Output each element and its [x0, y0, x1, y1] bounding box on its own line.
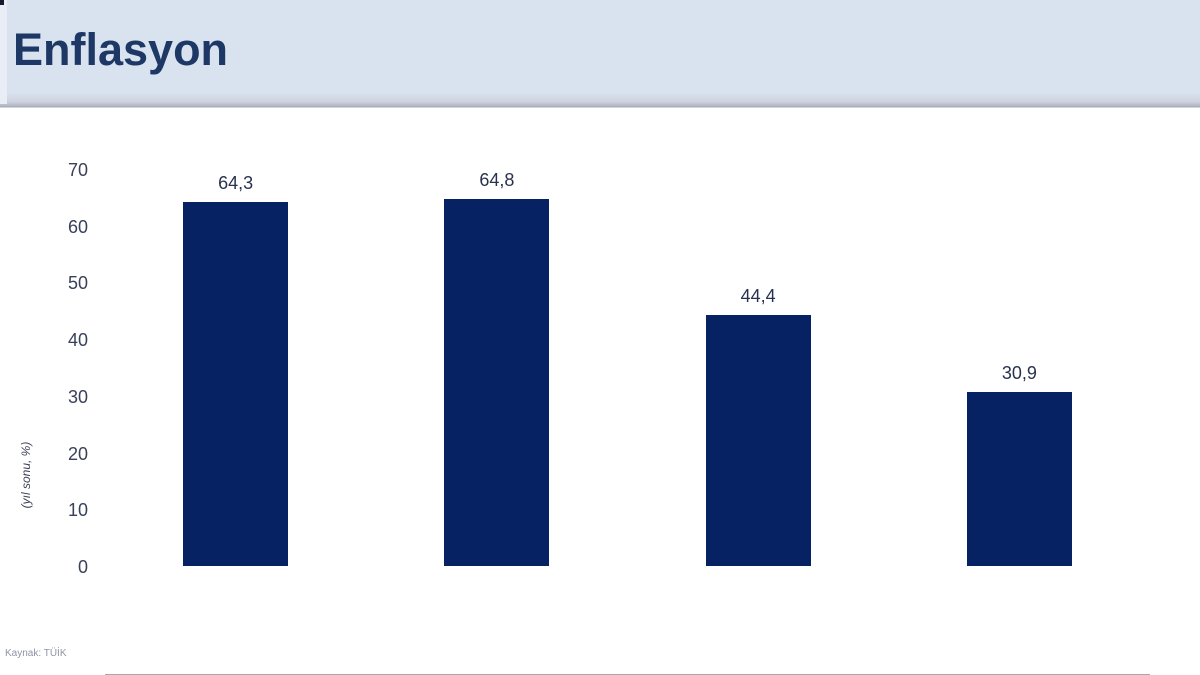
corner-mark — [0, 0, 4, 5]
bar-value-label-2024: 44,4 — [740, 286, 776, 307]
bar-chart: (yıl sonu, %) 0 10 20 30 40 50 60 70 64,3 64,8 44… — [0, 108, 1200, 675]
y-tick-50: 50 — [67, 273, 88, 294]
bar-value-label-2025: 30,9 — [1001, 362, 1037, 383]
y-tick-0: 0 — [77, 557, 88, 577]
bar-2024 — [705, 315, 811, 566]
y-tick-20: 20 — [67, 443, 88, 464]
bar-2025 — [966, 391, 1072, 566]
bar-2022 — [183, 202, 289, 566]
bar-2023 — [444, 199, 550, 566]
bar-value-label-2022: 64,3 — [218, 173, 254, 194]
bar-value-label-2023: 64,8 — [479, 170, 515, 191]
y-tick-30: 30 — [67, 386, 88, 407]
title-band-left-edge — [0, 0, 7, 104]
y-tick-60: 60 — [67, 216, 88, 237]
y-tick-10: 10 — [67, 500, 88, 521]
title-band: Enflasyon — [0, 0, 1200, 108]
y-tick-40: 40 — [67, 330, 88, 351]
page-title: Enflasyon — [13, 24, 229, 75]
y-tick-70: 70 — [67, 160, 88, 180]
source-note: Kaynak: TÜİK — [5, 648, 67, 659]
